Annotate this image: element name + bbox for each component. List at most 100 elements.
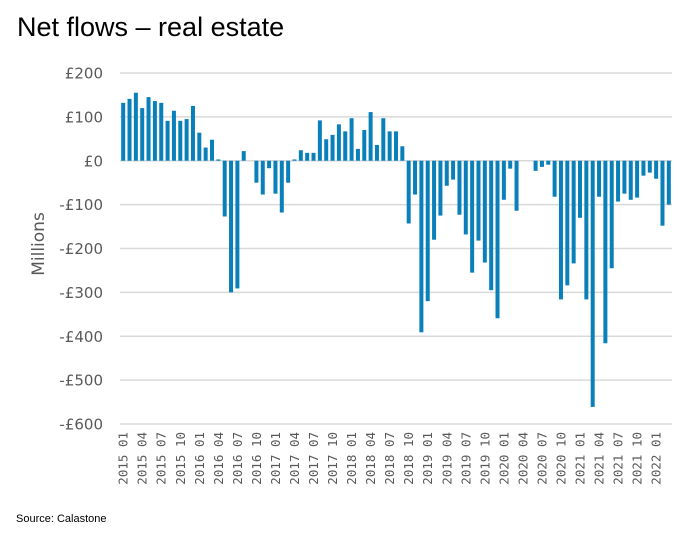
- bar: [305, 152, 310, 161]
- bar: [647, 160, 652, 173]
- bar: [622, 160, 627, 194]
- bar: [413, 160, 418, 195]
- bar: [616, 160, 621, 202]
- x-tick-label: 2015 10: [173, 432, 188, 485]
- x-tick-label: 2016 01: [192, 432, 207, 485]
- bar: [324, 139, 329, 161]
- x-tick-label: 2022 01: [649, 432, 664, 485]
- bar: [152, 101, 157, 161]
- bar: [368, 112, 373, 161]
- bar: [444, 160, 449, 186]
- bar: [298, 150, 303, 161]
- y-axis-label: Millions: [29, 212, 49, 276]
- bar: [489, 160, 494, 291]
- bar: [603, 160, 608, 344]
- y-tick-label: -£200: [59, 240, 103, 258]
- bar: [210, 139, 214, 161]
- bar: [317, 120, 322, 161]
- bar: [514, 160, 519, 211]
- bar: [311, 152, 316, 161]
- x-tick-label: 2016 04: [211, 432, 226, 485]
- bar: [539, 160, 544, 167]
- bar: [349, 118, 354, 161]
- bar: [501, 160, 506, 200]
- source-note: Source: Calastone: [16, 513, 107, 525]
- x-tick-label: 2021 01: [573, 432, 588, 485]
- bar: [197, 132, 202, 161]
- bar: [533, 160, 538, 171]
- bar: [190, 105, 195, 161]
- gridlines: [120, 72, 672, 425]
- x-tick-label: 2020 07: [534, 432, 549, 485]
- bar: [394, 131, 398, 161]
- bar: [241, 151, 246, 161]
- x-tick-label: 2019 07: [458, 432, 473, 485]
- bar: [171, 110, 176, 161]
- x-tick-label: 2015 04: [135, 432, 150, 485]
- bar: [628, 160, 633, 200]
- bar: [584, 160, 589, 300]
- bar: [546, 160, 551, 165]
- bar: [438, 160, 443, 216]
- bar: [260, 160, 265, 195]
- bar: [146, 97, 151, 161]
- bar: [482, 160, 487, 263]
- bar: [355, 148, 360, 161]
- bar: [381, 118, 386, 161]
- x-tick-label: 2019 10: [477, 432, 492, 485]
- bar: [362, 130, 367, 161]
- bar: [451, 160, 456, 180]
- bar: [400, 146, 405, 161]
- bar: [343, 131, 348, 161]
- chart-title: Net flows – real estate: [17, 12, 285, 42]
- x-tick-label: 2018 10: [401, 432, 416, 485]
- bar: [127, 98, 132, 161]
- y-tick-label: £200: [65, 65, 103, 83]
- x-tick-label: 2015 01: [116, 432, 131, 485]
- bar: [279, 160, 284, 213]
- bar: [470, 160, 475, 273]
- bar: [660, 160, 665, 226]
- bar: [406, 160, 411, 224]
- bar: [267, 160, 272, 169]
- bar: [159, 102, 164, 161]
- bar: [203, 147, 208, 161]
- x-tick-label: 2019 01: [420, 432, 435, 485]
- x-tick-label: 2016 10: [249, 432, 264, 485]
- bar: [666, 160, 671, 205]
- bar: [254, 160, 259, 183]
- y-tick-label: -£500: [59, 372, 103, 390]
- bar: [133, 92, 138, 161]
- x-tick-label: 2019 04: [439, 432, 454, 485]
- y-tick-label: -£600: [59, 416, 103, 434]
- bar: [229, 160, 234, 293]
- x-tick-label: 2020 04: [515, 432, 530, 485]
- bar: [374, 144, 379, 161]
- bar: [165, 120, 170, 161]
- y-tick-label: -£100: [59, 196, 103, 214]
- bar: [222, 160, 227, 217]
- bar: [558, 160, 563, 300]
- bar: [235, 160, 240, 289]
- bar: [330, 134, 335, 161]
- bar: [654, 160, 659, 179]
- y-tick-label: -£300: [59, 284, 103, 302]
- bar: [432, 160, 437, 240]
- y-axis-ticks: £200 £100 £0 -£100 -£200 -£300 -£400 -£500 -£600: [59, 65, 103, 434]
- bar: [476, 160, 481, 241]
- x-tick-label: 2018 01: [344, 432, 359, 485]
- y-tick-label: £100: [65, 108, 103, 126]
- bar: [121, 102, 126, 161]
- x-tick-label: 2017 10: [325, 432, 340, 485]
- x-tick-label: 2017 01: [268, 432, 283, 485]
- bar: [508, 160, 513, 169]
- bar: [184, 119, 189, 161]
- bar: [609, 160, 614, 269]
- y-tick-label: -£400: [59, 328, 103, 346]
- bar: [425, 160, 430, 302]
- x-axis-ticks: 2015 01 2015 04 2015 07 2015 10 2016 01 2016 …: [116, 432, 664, 485]
- bar: [590, 160, 595, 407]
- bar: [216, 159, 221, 161]
- x-tick-label: 2017 04: [287, 432, 302, 485]
